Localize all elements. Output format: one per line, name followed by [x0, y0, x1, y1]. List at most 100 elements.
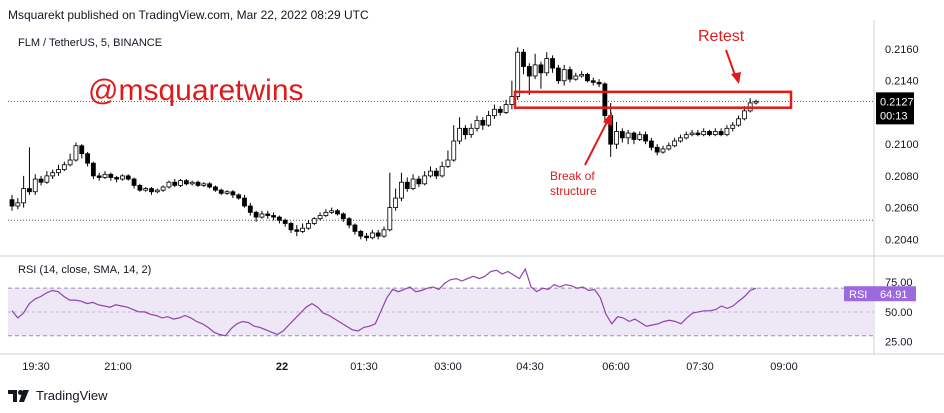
candle-body [445, 159, 451, 167]
time-axis: 19:30 21:00 22 01:30 03:00 04:30 06:00 07:30 09:… [22, 361, 798, 373]
retest-arrow-head [731, 72, 741, 84]
candle-body [393, 197, 399, 208]
candle-body [590, 80, 596, 83]
candle-body [294, 229, 300, 232]
retest-zone-box [513, 90, 793, 109]
candle-body [213, 186, 218, 191]
candle-body [416, 178, 422, 185]
candle-body [149, 188, 154, 193]
candle-body [242, 197, 247, 207]
candle-body [695, 132, 701, 136]
watermark-text: @msquaretwins [88, 74, 304, 107]
bos-label-line2: structure [550, 184, 597, 198]
candle-body [643, 134, 648, 142]
time-tick-label: 19:30 [22, 361, 50, 373]
candle-body [131, 178, 137, 186]
candle-body [276, 216, 282, 221]
candle-body [120, 175, 125, 180]
candle-body [585, 74, 590, 82]
candle-body [712, 131, 718, 136]
candle-body [381, 229, 387, 237]
candle-body [364, 235, 369, 239]
candle-body [544, 58, 550, 74]
candle-body [678, 137, 683, 142]
candle-body [619, 131, 625, 139]
candle-body [125, 175, 131, 180]
candle-body [625, 132, 631, 139]
candle-body [555, 67, 561, 82]
candle-body [404, 181, 410, 189]
candle-body [346, 218, 352, 226]
time-tick-label: 01:30 [350, 361, 378, 373]
current-price-label: 0.2127 [880, 96, 914, 108]
candle-body [369, 232, 375, 239]
candle-body [137, 184, 143, 191]
candle-body [183, 180, 189, 185]
candle-body [306, 223, 311, 229]
candle-body [637, 134, 643, 140]
candle-body [718, 131, 724, 136]
rsi-name-label: RSI [849, 289, 867, 301]
candle-body [259, 213, 265, 218]
bos-arrow-head [603, 112, 612, 126]
candle-body [271, 215, 276, 218]
candle-body [567, 69, 573, 80]
footer-brand: TradingView [36, 388, 108, 403]
candle-body [358, 230, 364, 237]
candle-body [300, 227, 306, 232]
candle-body [683, 134, 689, 139]
candle-body [195, 181, 201, 186]
rsi-value-tag [876, 286, 916, 302]
candle-body [666, 145, 672, 150]
retest-label: Retest [698, 28, 745, 45]
candle-body [660, 148, 666, 153]
candle-body [387, 207, 393, 231]
price-chart-pane: 0.2160 0.2140 0.2100 0.2080 0.2060 0.2040 FLM … [0, 20, 944, 355]
candle-body [602, 83, 608, 117]
rsi-tick-label: 50.00 [885, 307, 913, 319]
candle-body [154, 189, 160, 193]
candle-body [207, 183, 213, 188]
price-tick-label: 0.2080 [885, 171, 919, 183]
candle-body [201, 183, 207, 186]
candle-body [317, 215, 323, 220]
candle-body [44, 175, 50, 183]
candle-body [323, 211, 329, 216]
pair-title: FLM / TetherUS, 5, BINANCE [18, 37, 162, 49]
time-tick-label: 03:00 [434, 361, 462, 373]
candle-body [573, 75, 579, 80]
candle-body [90, 162, 96, 177]
price-tick-label: 0.2160 [885, 44, 919, 56]
candle-body [399, 181, 404, 199]
candle-body [486, 115, 492, 126]
candle-body [526, 66, 532, 77]
price-tick-label: 0.2040 [885, 234, 919, 246]
candle-body [15, 202, 21, 207]
candle-body [538, 64, 544, 74]
candle-body [724, 127, 730, 136]
candle-body [282, 219, 288, 224]
candle-body [265, 213, 271, 216]
current-price-tag [876, 92, 914, 125]
rsi-name-tag [844, 286, 876, 302]
candle-body [457, 127, 462, 142]
candle-body [230, 191, 236, 196]
candle-body [96, 175, 102, 178]
candle-body [480, 119, 486, 126]
candle-body [468, 127, 474, 136]
candle-body [451, 140, 457, 161]
candle-body [375, 232, 381, 237]
candle-body [253, 211, 259, 218]
candle-body [56, 169, 61, 174]
candle-body [631, 132, 637, 140]
retest-arrow-line [725, 49, 737, 79]
candle-body [521, 51, 526, 67]
candle-body [224, 191, 230, 194]
rsi-line [11, 267, 757, 337]
countdown-label: 00:13 [880, 110, 908, 122]
bos-label-line1: Break of [550, 169, 595, 183]
candle-body [410, 178, 416, 189]
candle-body [166, 181, 172, 188]
